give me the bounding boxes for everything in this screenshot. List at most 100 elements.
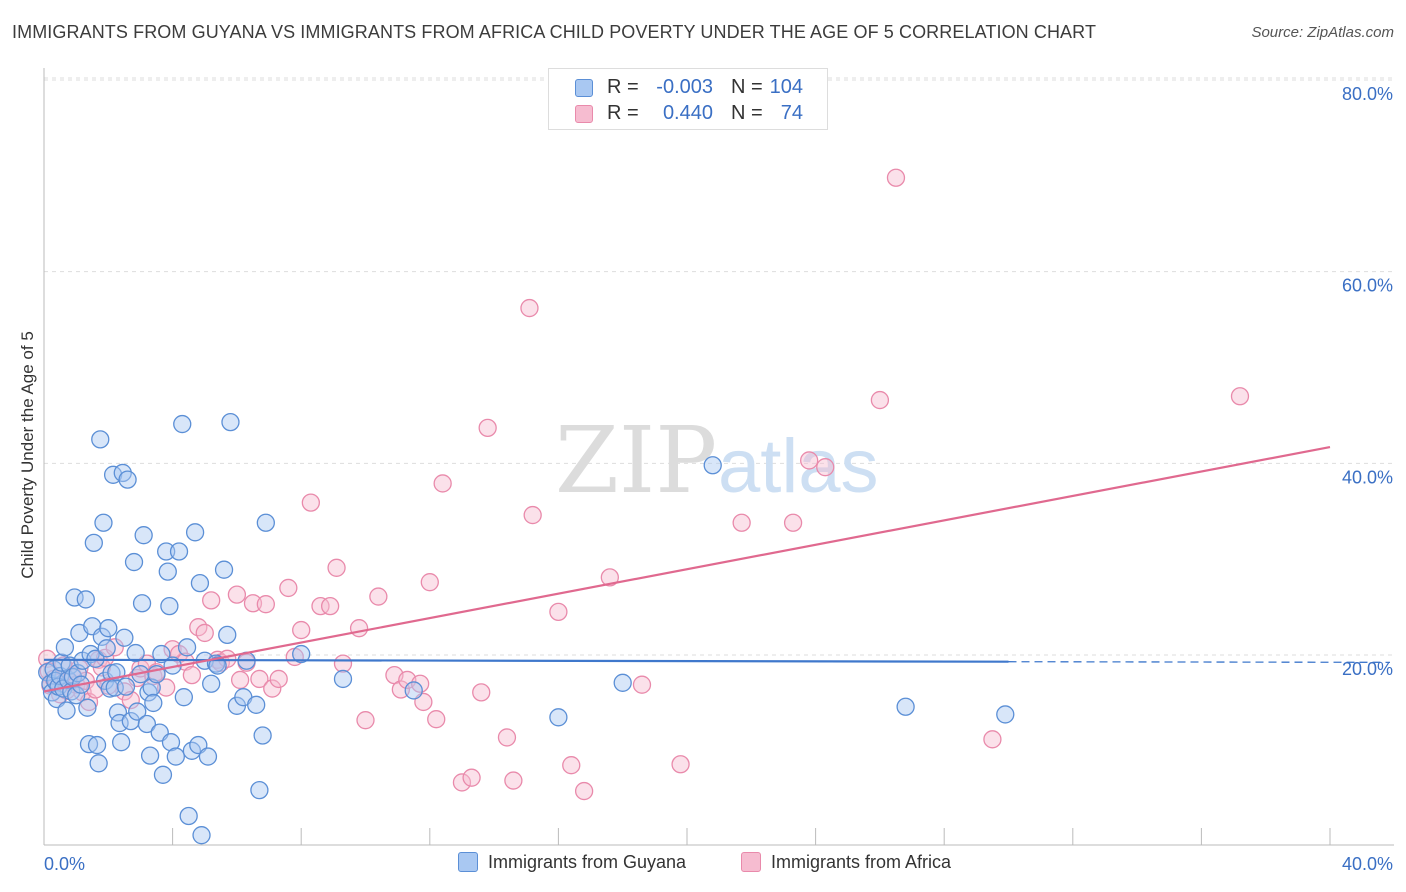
africa-point — [182, 665, 202, 685]
africa-point — [574, 781, 594, 801]
guyana-point — [94, 513, 113, 532]
guyana-point — [91, 430, 110, 449]
africa-point — [523, 505, 542, 525]
guyana-point — [174, 688, 194, 707]
guyana-point — [55, 638, 75, 657]
africa-point — [452, 773, 472, 792]
legend-label-guyana: Immigrants from Guyana — [488, 852, 687, 872]
africa-point — [472, 683, 491, 702]
guyana-point — [158, 562, 177, 581]
africa-point — [420, 573, 439, 592]
africa-trendline — [43, 445, 1331, 693]
guyana-trendline-extension — [1008, 661, 1391, 663]
africa-point — [256, 595, 275, 614]
guyana-point — [78, 698, 97, 717]
guyana-point — [202, 674, 221, 693]
guyana-point — [177, 638, 197, 657]
africa-point — [600, 568, 619, 587]
africa-point — [279, 578, 298, 598]
africa-point — [411, 674, 430, 693]
guyana-point — [115, 628, 134, 647]
x-tick-label: 40.0% — [1342, 854, 1393, 874]
watermark-atlas: atlas — [718, 424, 879, 509]
axis-layer — [43, 68, 1394, 846]
guyana-point — [126, 643, 145, 663]
africa-point — [157, 678, 176, 697]
guyana-point — [128, 702, 147, 721]
guyana-point — [157, 542, 176, 561]
source-label: Source: ZipAtlas.com — [1251, 24, 1394, 41]
watermark: ZIP atlas — [555, 407, 879, 514]
guyana-point — [166, 747, 185, 766]
stats-row-guyana: R = -0.003 N = 104 — [549, 76, 829, 100]
chart-title: IMMIGRANTS FROM GUYANA VS IMMIGRANTS FRO… — [12, 22, 1097, 42]
africa-point — [632, 675, 652, 694]
r-label: R = — [607, 76, 639, 98]
africa-swatch — [741, 852, 761, 872]
grid-layer — [44, 77, 1394, 656]
africa-point — [433, 474, 452, 493]
guyana-point — [134, 526, 153, 545]
guyana-point — [124, 552, 144, 572]
guyana-point — [118, 470, 137, 489]
africa-point — [886, 168, 906, 187]
africa-point — [783, 513, 803, 532]
guyana-point — [87, 735, 107, 755]
guyana-point — [116, 677, 136, 696]
guyana-point — [137, 714, 157, 734]
africa-point — [549, 602, 568, 622]
y-tick-label: 40.0% — [1342, 467, 1393, 487]
africa-point — [333, 654, 353, 673]
stats-row-africa: R = 0.440 N = 74 — [549, 102, 829, 126]
guyana-point — [333, 669, 353, 689]
stats-legend: R = -0.003 N = 104 R = 0.440 N = 74 — [548, 68, 828, 130]
n-label: N = — [731, 102, 763, 124]
watermark-zip: ZIP — [555, 407, 717, 514]
africa-point — [427, 710, 446, 729]
guyana-point — [221, 412, 240, 432]
africa-point — [356, 711, 375, 730]
y-axis-title: Child Poverty Under the Age of 5 — [18, 331, 37, 579]
n-value: 74 — [780, 102, 803, 124]
guyana-point — [703, 456, 722, 475]
africa-point — [816, 458, 835, 477]
guyana-swatch — [575, 79, 593, 97]
guyana-point — [896, 697, 915, 716]
africa-point — [391, 680, 411, 699]
africa-point — [202, 591, 221, 610]
guyana-point — [214, 560, 234, 579]
africa-swatch — [575, 105, 593, 123]
africa-point — [870, 390, 890, 410]
guyana-point — [250, 780, 269, 800]
guyana-point — [152, 644, 171, 664]
guyana-point — [613, 673, 632, 692]
africa-point — [121, 690, 140, 710]
y-tick-label: 20.0% — [1342, 659, 1393, 679]
legend-item-africa[interactable]: Immigrants from Africa — [741, 852, 951, 876]
guyana-point — [185, 523, 205, 542]
y-tick-label: 60.0% — [1342, 276, 1393, 296]
r-value: -0.003 — [656, 76, 713, 98]
africa-point — [671, 755, 690, 774]
guyana-point — [173, 414, 192, 434]
africa-point — [562, 756, 581, 775]
africa-point — [227, 585, 247, 604]
guyana-point — [179, 806, 198, 826]
guyana-point — [67, 686, 86, 705]
r-label: R = — [607, 102, 639, 124]
guyana-point — [76, 590, 95, 609]
africa-point — [327, 558, 346, 577]
africa-point — [1230, 387, 1250, 406]
guyana-swatch — [458, 852, 478, 872]
africa-point — [301, 493, 320, 512]
guyana-point — [256, 513, 275, 532]
africa-point — [243, 594, 263, 613]
guyana-point — [190, 573, 210, 593]
africa-point — [369, 587, 388, 606]
n-label: N = — [731, 76, 763, 98]
legend-item-guyana[interactable]: Immigrants from Guyana — [458, 852, 686, 876]
guyana-point — [404, 681, 423, 700]
africa-point — [520, 298, 539, 318]
guyana-point — [192, 826, 211, 845]
